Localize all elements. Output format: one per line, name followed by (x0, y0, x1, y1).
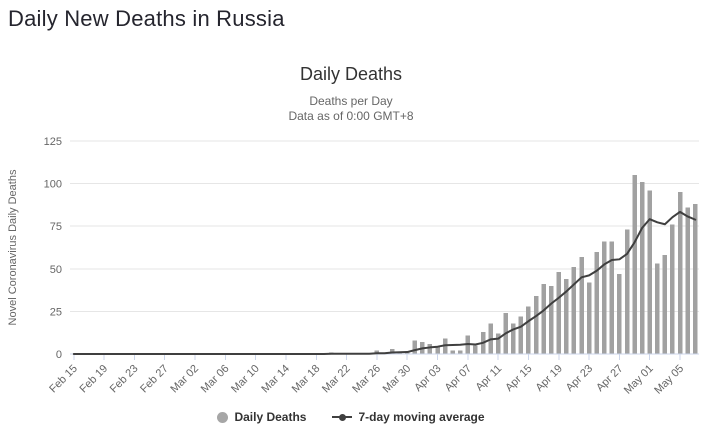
svg-text:Apr 07: Apr 07 (443, 363, 474, 394)
daily-deaths-chart: Daily Deaths Deaths per Day Data as of 0… (0, 64, 702, 424)
bars-series (329, 175, 698, 354)
chart-plot[interactable]: 0 25 50 75 100 125 Novel Coronavirus Daily Dea… (0, 127, 702, 402)
svg-text:Apr 23: Apr 23 (564, 363, 595, 394)
page-title: Daily New Deaths in Russia (8, 6, 285, 31)
legend-label-daily-deaths: Daily Deaths (234, 410, 307, 424)
svg-text:Apr 11: Apr 11 (473, 363, 504, 394)
svg-text:Apr 19: Apr 19 (534, 363, 565, 394)
svg-text:75: 75 (50, 221, 62, 233)
chart-subtitle-line1: Deaths per Day (309, 94, 393, 108)
legend-item-daily-deaths[interactable]: Daily Deaths (217, 410, 306, 424)
svg-text:0: 0 (56, 349, 62, 361)
line-marker-icon (332, 411, 353, 423)
svg-text:Apr 27: Apr 27 (594, 363, 625, 394)
svg-text:Mar 18: Mar 18 (290, 363, 323, 396)
legend-item-moving-average[interactable]: 7-day moving average (332, 410, 485, 424)
svg-text:Mar 26: Mar 26 (350, 363, 383, 396)
chart-subtitle-line2: Data as of 0:00 GMT+8 (288, 109, 414, 123)
svg-text:Mar 30: Mar 30 (381, 363, 414, 396)
chart-title: Daily Deaths (299, 64, 403, 84)
svg-text:50: 50 (50, 264, 62, 276)
y-axis-labels: 0 25 50 75 100 125 (44, 136, 62, 361)
moving-average-line (72, 210, 697, 355)
svg-text:25: 25 (50, 306, 62, 318)
svg-text:125: 125 (44, 136, 62, 148)
svg-text:May 05: May 05 (652, 363, 686, 397)
svg-text:Apr 15: Apr 15 (503, 363, 534, 394)
y-gridlines (70, 140, 699, 312)
y-axis-title: Novel Coronavirus Daily Deaths (7, 169, 19, 325)
svg-text:Mar 22: Mar 22 (320, 363, 353, 396)
legend-label-moving-average: 7-day moving average (358, 410, 485, 424)
svg-text:Mar 02: Mar 02 (168, 363, 201, 396)
svg-text:Apr 03: Apr 03 (412, 363, 443, 394)
svg-text:Feb 15: Feb 15 (47, 363, 80, 396)
svg-text:Feb 27: Feb 27 (138, 363, 171, 396)
chart-subtitle: Deaths per Day Data as of 0:00 GMT+8 (0, 94, 702, 124)
svg-text:Feb 23: Feb 23 (108, 363, 141, 396)
svg-text:May 01: May 01 (622, 363, 656, 397)
circle-marker-icon (217, 411, 229, 423)
svg-text:100: 100 (44, 179, 62, 191)
chart-legend: Daily Deaths 7-day moving average (0, 410, 702, 424)
svg-text:Feb 19: Feb 19 (78, 363, 111, 396)
svg-text:Mar 06: Mar 06 (199, 363, 232, 396)
svg-text:Mar 10: Mar 10 (229, 363, 262, 396)
svg-text:Mar 14: Mar 14 (259, 363, 292, 396)
